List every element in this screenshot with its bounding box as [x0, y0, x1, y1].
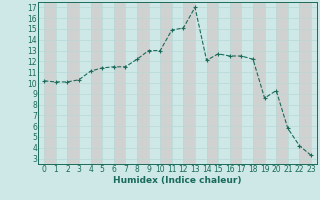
Bar	[160, 2, 172, 164]
Bar	[276, 2, 288, 164]
Bar	[114, 2, 125, 164]
Bar	[68, 2, 79, 164]
Bar	[207, 2, 218, 164]
Bar	[91, 2, 102, 164]
Bar	[230, 2, 241, 164]
Bar	[137, 2, 148, 164]
Bar	[44, 2, 56, 164]
X-axis label: Humidex (Indice chaleur): Humidex (Indice chaleur)	[113, 176, 242, 185]
Bar	[183, 2, 195, 164]
Bar	[253, 2, 265, 164]
Bar	[300, 2, 311, 164]
